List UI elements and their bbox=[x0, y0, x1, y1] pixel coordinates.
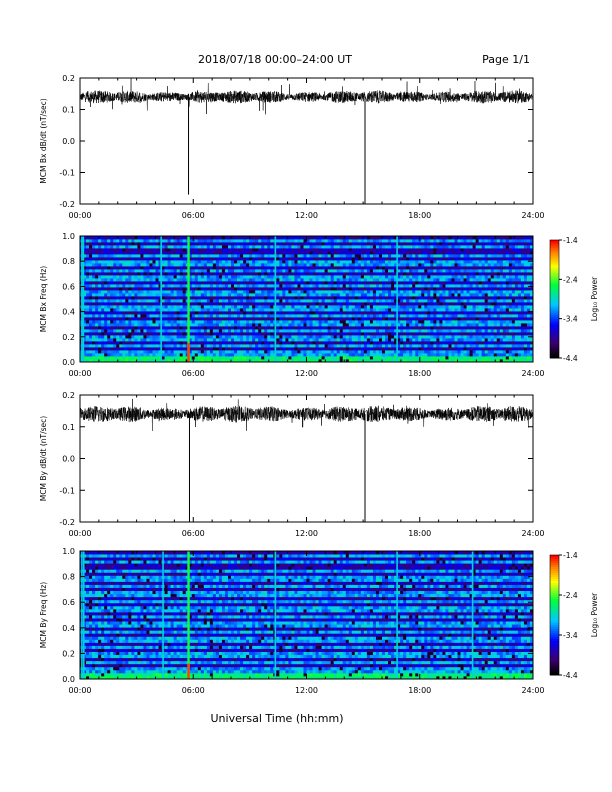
y-axis-label: MCM By dB/dt (nT/sec) bbox=[39, 416, 48, 501]
vertical-streak bbox=[396, 551, 398, 679]
vertical-streak bbox=[274, 236, 277, 362]
y-tick-label: 0.2 bbox=[62, 391, 75, 400]
vertical-streak bbox=[82, 551, 85, 679]
x-tick-label: 24:00 bbox=[521, 211, 544, 220]
colorbar-tick-label: -4.4 bbox=[563, 354, 578, 363]
x-tick-label: 00:00 bbox=[68, 686, 91, 695]
y-axis-label: MCM Bx Freq (Hz) bbox=[39, 266, 48, 332]
line-panel-2: 00:00 06:00 12:00 18:00 24:00 0.2 0.1 0.0 -0.1 -0… bbox=[39, 391, 545, 538]
vertical-streak bbox=[81, 551, 83, 679]
y-tick-label: 0.8 bbox=[62, 257, 75, 266]
y-tick-label: 1.0 bbox=[62, 232, 75, 241]
y-axis-label: MCM By Freq (Hz) bbox=[39, 582, 48, 648]
x-tick-label: 00:00 bbox=[68, 211, 91, 220]
event-streak bbox=[187, 551, 190, 679]
y-tick-label: -0.2 bbox=[59, 518, 75, 527]
page-number: Page 1/1 bbox=[482, 53, 530, 66]
line-panel-0: 00:00 06:00 12:00 18:00 24:00 0.2 0.1 0.0 -0.1 -0… bbox=[39, 74, 545, 220]
colorbar-tick-label: -3.4 bbox=[563, 631, 578, 640]
y-tick-label: 0.6 bbox=[62, 598, 75, 607]
y-tick-label: 1.0 bbox=[62, 547, 75, 556]
y-tick-label: 0.1 bbox=[62, 423, 75, 432]
spectrogram-panel-1: 00:00 06:00 12:00 18:00 24:00 1.0 0.8 0.6 0.4 0.2… bbox=[39, 232, 599, 378]
spectrogram-cells bbox=[80, 236, 534, 363]
x-tick-label: 12:00 bbox=[295, 529, 318, 538]
colorbar-tick-label: -2.4 bbox=[563, 591, 578, 600]
vertical-streak bbox=[162, 551, 164, 679]
y-tick-label: 0.2 bbox=[62, 649, 75, 658]
y-tick-label: 0.2 bbox=[62, 74, 75, 83]
x-tick-label: 18:00 bbox=[408, 529, 431, 538]
y-tick-label: 0.1 bbox=[62, 106, 75, 115]
event-streak bbox=[187, 236, 190, 362]
colorbar: -1.4 -2.4 -3.4 -4.4 Log₁₀ Power bbox=[549, 236, 599, 363]
colorbar-label: Log₁₀ Power bbox=[590, 276, 599, 321]
colorbar-frame bbox=[549, 554, 560, 676]
y-tick-label: -0.1 bbox=[59, 169, 75, 178]
y-axis-label: MCM Bx dB/dt (nT/sec) bbox=[39, 98, 48, 183]
y-tick-label: 0.0 bbox=[62, 137, 75, 146]
spectrogram-cells bbox=[80, 551, 534, 680]
y-tick-label: 0.2 bbox=[62, 333, 75, 342]
colorbar-frame bbox=[549, 239, 560, 359]
colorbar: -1.4 -2.4 -3.4 -4.4 Log₁₀ Power bbox=[549, 551, 599, 680]
x-tick-label: 12:00 bbox=[295, 369, 318, 378]
event-hot-spot bbox=[187, 343, 190, 362]
x-tick-label: 12:00 bbox=[295, 686, 318, 695]
vertical-streak bbox=[471, 551, 474, 679]
vertical-streak bbox=[82, 236, 85, 362]
x-tick-label: 06:00 bbox=[182, 211, 205, 220]
x-tick-label: 06:00 bbox=[182, 369, 205, 378]
data-series-2 bbox=[79, 398, 534, 431]
y-tick-label: 0.4 bbox=[62, 308, 75, 317]
x-tick-label: 00:00 bbox=[68, 529, 91, 538]
colorbar-tick-label: -2.4 bbox=[563, 275, 578, 284]
colorbar-tick-label: -4.4 bbox=[563, 671, 578, 680]
y-tick-label: -0.1 bbox=[59, 486, 75, 495]
x-tick-label: 24:00 bbox=[521, 369, 544, 378]
x-tick-label: 12:00 bbox=[295, 211, 318, 220]
event-hot-spot bbox=[187, 663, 190, 679]
y-tick-label: -0.2 bbox=[59, 200, 75, 209]
x-tick-label: 18:00 bbox=[408, 686, 431, 695]
x-tick-label: 00:00 bbox=[68, 369, 91, 378]
x-tick-label: 24:00 bbox=[521, 529, 544, 538]
vertical-streak bbox=[274, 551, 277, 679]
x-tick-label: 24:00 bbox=[521, 686, 544, 695]
y-tick-label: 0.0 bbox=[62, 675, 75, 684]
colorbar-label: Log₁₀ Power bbox=[590, 592, 599, 637]
y-tick-label: 0.0 bbox=[62, 455, 75, 464]
colorbar-tick-label: -3.4 bbox=[563, 315, 578, 324]
y-tick-label: 0.6 bbox=[62, 282, 75, 291]
colorbar-tick-label: -1.4 bbox=[563, 551, 578, 560]
spectrogram-panel-3: 00:00 06:00 12:00 18:00 24:00 1.0 0.8 0.6 0.4 0.2… bbox=[39, 547, 599, 695]
y-tick-label: 0.4 bbox=[62, 624, 75, 633]
x-axis-label: Universal Time (hh:mm) bbox=[211, 712, 344, 725]
colorbar-tick-label: -1.4 bbox=[563, 236, 578, 245]
data-series-0 bbox=[79, 77, 534, 115]
vertical-streak bbox=[396, 236, 398, 362]
vertical-streak bbox=[160, 236, 162, 362]
x-tick-label: 06:00 bbox=[182, 529, 205, 538]
y-tick-label: 0.8 bbox=[62, 573, 75, 582]
x-tick-label: 06:00 bbox=[182, 686, 205, 695]
figure-title: 2018/07/18 00:00–24:00 UT bbox=[198, 53, 352, 66]
x-tick-label: 18:00 bbox=[408, 369, 431, 378]
vertical-streak bbox=[81, 236, 83, 362]
y-tick-label: 0.0 bbox=[62, 358, 75, 367]
x-tick-label: 18:00 bbox=[408, 211, 431, 220]
